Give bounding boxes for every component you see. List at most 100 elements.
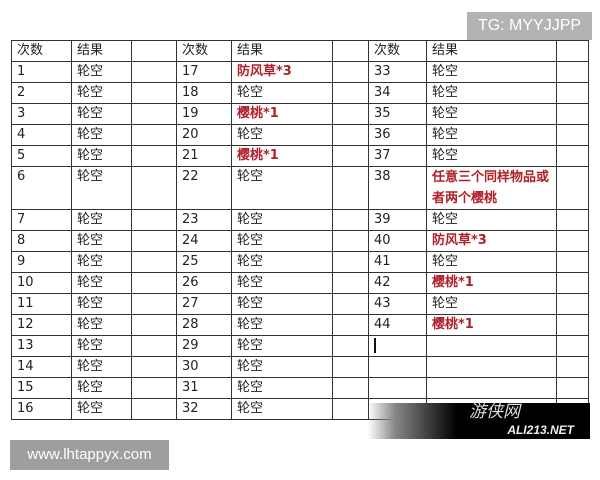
result-cell: 轮空 [231, 398, 333, 420]
result-cell: 轮空 [231, 356, 333, 378]
result-cell: 轮空 [71, 209, 132, 231]
count-cell: 10 [11, 272, 72, 294]
result-cell: 轮空 [426, 124, 557, 146]
table-row: 12 轮空 28 轮空 44 樱桃*1 [11, 314, 589, 336]
count-cell: 16 [11, 398, 72, 420]
empty-cell [556, 40, 589, 62]
count-cell: 23 [176, 209, 232, 231]
result-cell: 轮空 [426, 145, 557, 167]
logo-cn: 游侠网 [469, 402, 520, 422]
empty-cell [556, 124, 589, 146]
header-count: 次数 [176, 40, 232, 62]
header-result: 结果 [231, 40, 333, 62]
table-row: 9 轮空 25 轮空 41 轮空 [11, 251, 589, 273]
empty-cell [556, 103, 589, 125]
empty-cell [332, 145, 369, 167]
empty-cell [556, 335, 589, 357]
table-row: 15 轮空 31 轮空 [11, 377, 589, 399]
result-cell: 轮空 [426, 293, 557, 315]
result-cell: 轮空 [231, 335, 333, 357]
empty-cell [131, 251, 177, 273]
empty-cell [332, 377, 369, 399]
result-cell: 樱桃*1 [231, 145, 333, 167]
empty-cell [332, 166, 369, 210]
count-cell: 24 [176, 230, 232, 252]
count-cell [368, 377, 427, 399]
result-cell: 轮空 [71, 272, 132, 294]
empty-cell [332, 314, 369, 336]
empty-cell [131, 377, 177, 399]
count-cell: 15 [11, 377, 72, 399]
result-cell: 任意三个同样物品或者两个樱桃 [426, 166, 557, 210]
empty-cell [332, 356, 369, 378]
count-cell: 28 [176, 314, 232, 336]
count-cell: 4 [11, 124, 72, 146]
logo-en: ALI213.NET [507, 423, 574, 437]
empty-cell [131, 335, 177, 357]
count-cell: 14 [11, 356, 72, 378]
result-cell: 轮空 [231, 293, 333, 315]
result-cell: 轮空 [426, 103, 557, 125]
count-cell: 32 [176, 398, 232, 420]
count-cell: 31 [176, 377, 232, 399]
count-cell: 26 [176, 272, 232, 294]
empty-cell [332, 61, 369, 83]
result-cell: 轮空 [71, 166, 132, 210]
empty-cell [131, 314, 177, 336]
table-row: 7 轮空 23 轮空 39 轮空 [11, 209, 589, 231]
table-row: 6 轮空 22 轮空 38 任意三个同样物品或者两个樱桃 [11, 166, 589, 210]
count-cell: 8 [11, 230, 72, 252]
result-cell: 轮空 [71, 314, 132, 336]
result-cell: 轮空 [231, 209, 333, 231]
result-cell: 轮空 [71, 293, 132, 315]
count-cell: 30 [176, 356, 232, 378]
result-cell: 轮空 [71, 124, 132, 146]
empty-cell [131, 230, 177, 252]
result-cell: 樱桃*1 [426, 272, 557, 294]
count-cell: 34 [368, 82, 427, 104]
empty-cell [556, 251, 589, 273]
header-count: 次数 [368, 40, 427, 62]
count-cell: 38 [368, 166, 427, 210]
count-cell: 11 [11, 293, 72, 315]
empty-cell [131, 124, 177, 146]
result-cell: 轮空 [231, 251, 333, 273]
count-cell: 27 [176, 293, 232, 315]
empty-cell [131, 166, 177, 210]
empty-cell [332, 335, 369, 357]
count-cell: 33 [368, 61, 427, 83]
count-cell: 35 [368, 103, 427, 125]
watermark-bottom: www.lhtappyx.com [10, 440, 169, 470]
count-cell: 5 [11, 145, 72, 167]
empty-cell [332, 40, 369, 62]
result-cell: 轮空 [71, 230, 132, 252]
count-cell: 17 [176, 61, 232, 83]
result-cell: 轮空 [231, 82, 333, 104]
empty-cell [131, 398, 177, 420]
empty-cell [332, 103, 369, 125]
empty-cell [556, 377, 589, 399]
result-cell: 轮空 [426, 251, 557, 273]
result-cell: 轮空 [71, 377, 132, 399]
empty-cell [332, 398, 369, 420]
result-cell [426, 377, 557, 399]
result-cell: 防风草*3 [231, 61, 333, 83]
empty-cell [332, 293, 369, 315]
empty-cell [556, 166, 589, 210]
result-cell [426, 335, 557, 357]
result-cell: 轮空 [71, 398, 132, 420]
result-cell: 轮空 [71, 61, 132, 83]
table-row: 8 轮空 24 轮空 40 防风草*3 [11, 230, 589, 252]
empty-cell [556, 145, 589, 167]
empty-cell [332, 230, 369, 252]
empty-cell [131, 293, 177, 315]
count-cell: 25 [176, 251, 232, 273]
count-cell: 43 [368, 293, 427, 315]
text-cursor [374, 338, 376, 353]
result-cell: 轮空 [231, 314, 333, 336]
empty-cell [556, 293, 589, 315]
table-row: 10 轮空 26 轮空 42 樱桃*1 [11, 272, 589, 294]
count-cell: 6 [11, 166, 72, 210]
count-cell: 21 [176, 145, 232, 167]
empty-cell [556, 209, 589, 231]
